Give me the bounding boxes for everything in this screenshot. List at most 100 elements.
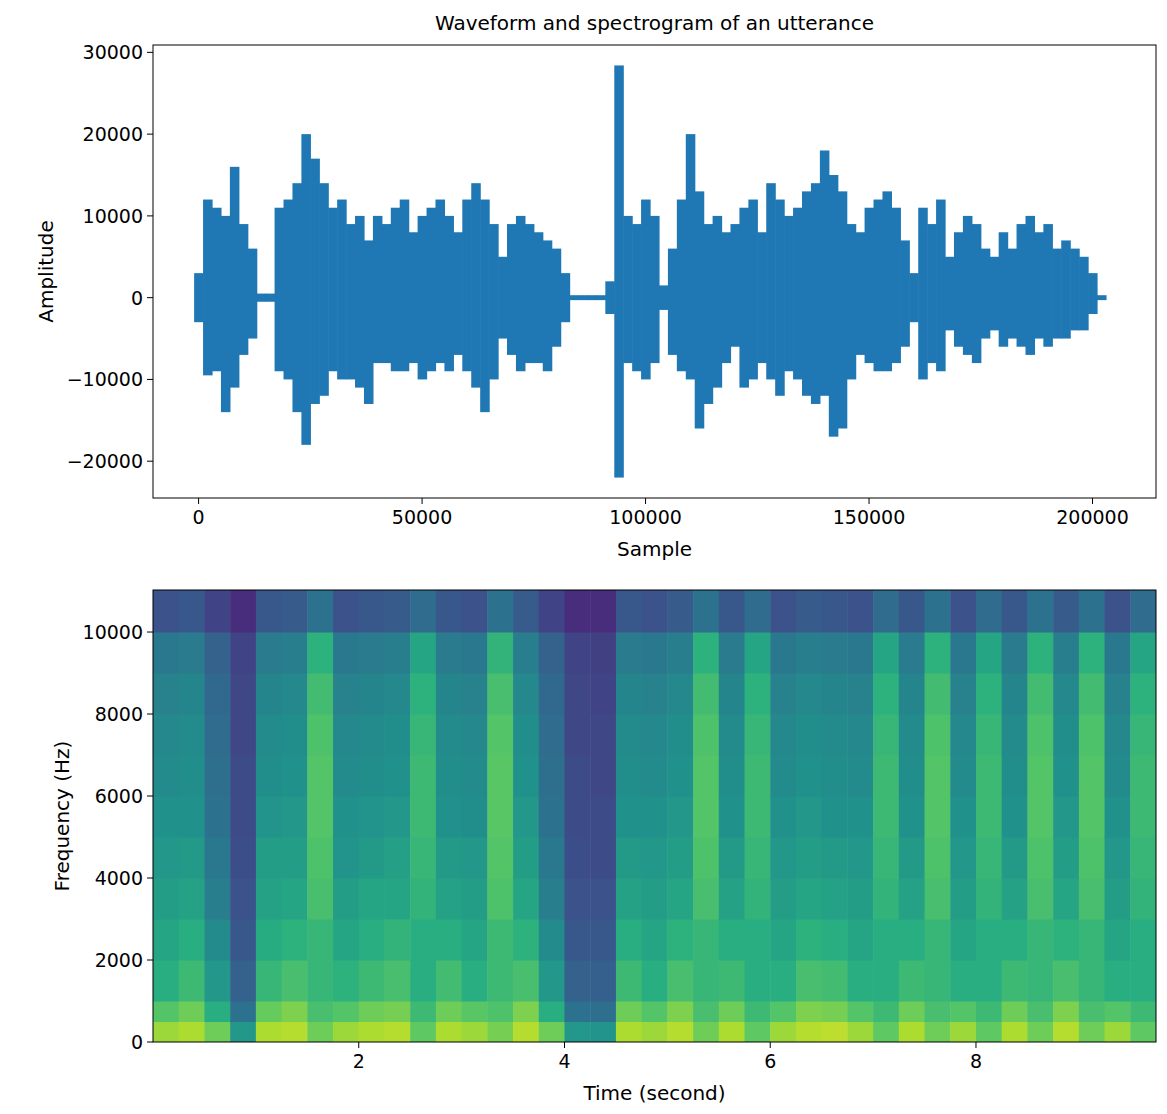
spectrogram-cell xyxy=(899,796,925,837)
spectrogram-cell xyxy=(1079,632,1105,673)
spectrogram-cell xyxy=(899,878,925,919)
waveform-segment xyxy=(784,216,794,371)
spectrogram-cell xyxy=(307,673,333,714)
spectrogram-cell xyxy=(564,590,590,633)
spectrogram-cell xyxy=(333,878,359,919)
spectrogram-cell xyxy=(282,590,308,633)
spectrogram-cell xyxy=(950,960,976,1001)
spectrogram-cell xyxy=(256,590,282,633)
spectrogram-cell xyxy=(770,837,796,878)
spectrogram-cell xyxy=(976,1001,1002,1022)
spectrogram-cell xyxy=(590,632,616,673)
spectrogram-cell xyxy=(693,796,719,837)
spectrogram-cell xyxy=(564,1001,590,1022)
spectrogram-cell xyxy=(179,1001,205,1022)
spectrogram-cell xyxy=(745,632,771,673)
spectrogram-cell xyxy=(307,714,333,755)
spectrogram-cell xyxy=(307,919,333,960)
spectrogram-cell xyxy=(487,919,513,960)
waveform-segment xyxy=(570,295,580,300)
spectrogram-cell xyxy=(873,590,899,633)
spectrogram-cell xyxy=(719,1001,745,1022)
waveform-segment xyxy=(686,134,696,379)
spectrogram-cell xyxy=(1002,796,1028,837)
spectrogram-cell xyxy=(873,837,899,878)
y-tick xyxy=(147,960,153,961)
spectrogram-cell xyxy=(564,919,590,960)
spectrogram-cell xyxy=(153,590,179,633)
waveform-segment xyxy=(775,200,785,396)
spectrogram-cell xyxy=(1002,714,1028,755)
waveform-segment xyxy=(507,224,517,355)
spectrogram-cell xyxy=(359,590,385,633)
spectrogram-cell xyxy=(1079,1001,1105,1022)
spectrogram-cell xyxy=(847,755,873,796)
x-tick xyxy=(869,498,870,504)
spectrogram-cell xyxy=(1053,960,1079,1001)
spectrogram-cell xyxy=(745,1001,771,1022)
waveform-segment xyxy=(364,240,374,404)
spectrogram-cell xyxy=(950,796,976,837)
spectrogram-cell xyxy=(1079,714,1105,755)
x-tick-label: 0 xyxy=(193,506,205,528)
spectrogram-cell xyxy=(642,632,668,673)
spectrogram-cell xyxy=(745,919,771,960)
spectrogram-cell xyxy=(770,590,796,633)
waveform-segment xyxy=(900,240,910,346)
waveform-segment xyxy=(453,232,463,355)
x-axis-title: Time (second) xyxy=(582,1081,725,1105)
waveform-segment xyxy=(927,224,937,363)
waveform-segment xyxy=(310,159,320,404)
spectrogram-cell xyxy=(1130,837,1156,878)
spectrogram-cell xyxy=(642,878,668,919)
spectrogram-cell xyxy=(384,590,410,633)
spectrogram-cell xyxy=(693,1022,719,1042)
spectrogram-cell xyxy=(384,673,410,714)
spectrogram-cell xyxy=(1053,714,1079,755)
waveform-segment xyxy=(212,208,222,372)
y-tick xyxy=(147,379,153,380)
spectrogram-cell xyxy=(487,960,513,1001)
spectrogram-cell xyxy=(1002,1001,1028,1022)
waveform-segment xyxy=(587,295,597,300)
spectrogram-cell xyxy=(359,796,385,837)
spectrogram-cell xyxy=(436,960,462,1001)
spectrogram-cell xyxy=(822,878,848,919)
waveform-segment xyxy=(391,208,401,372)
spectrogram-cell xyxy=(950,919,976,960)
spectrogram-cell xyxy=(179,714,205,755)
spectrogram-cell xyxy=(847,673,873,714)
spectrogram-cell xyxy=(693,837,719,878)
spectrogram-cell xyxy=(693,1001,719,1022)
spectrogram-cell xyxy=(667,960,693,1001)
spectrogram-cell xyxy=(873,755,899,796)
spectrogram-cell xyxy=(1130,755,1156,796)
spectrogram-cell xyxy=(462,632,488,673)
spectrogram-cell xyxy=(1079,919,1105,960)
spectrogram-cell xyxy=(153,796,179,837)
spectrogram-cell xyxy=(976,796,1002,837)
spectrogram-cell xyxy=(359,878,385,919)
spectrogram-cell xyxy=(333,714,359,755)
spectrogram-cell xyxy=(642,673,668,714)
spectrogram-cell xyxy=(899,1001,925,1022)
spectrogram-cell xyxy=(153,632,179,673)
spectrogram-cell xyxy=(667,796,693,837)
waveform-segment xyxy=(1025,216,1035,355)
title: Waveform and spectrogram of an utterance xyxy=(435,11,874,35)
waveform-segment xyxy=(561,273,571,322)
waveform-segment xyxy=(221,216,231,412)
spectrogram-cell xyxy=(1105,1001,1131,1022)
spectrogram-cell xyxy=(1130,960,1156,1001)
x-tick-label: 150000 xyxy=(833,506,906,528)
spectrogram-cell xyxy=(487,796,513,837)
waveform-segment xyxy=(400,200,410,372)
waveform-segment xyxy=(1008,249,1018,339)
waveform-segment xyxy=(435,200,445,364)
panel-1: 24680200040006000800010000Time (second)F… xyxy=(50,590,1157,1105)
spectrogram-cell xyxy=(230,755,256,796)
spectrogram-cell xyxy=(436,632,462,673)
spectrogram-cell xyxy=(179,919,205,960)
spectrogram-cell xyxy=(564,837,590,878)
spectrogram-cell xyxy=(462,714,488,755)
